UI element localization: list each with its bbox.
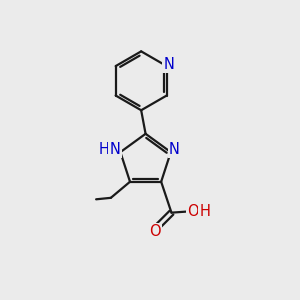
Text: H: H [109,142,119,157]
Text: O: O [149,224,161,239]
Text: N: N [164,57,175,72]
Text: O: O [187,204,199,219]
Text: N: N [103,142,114,157]
Text: N: N [169,142,180,157]
Text: H: H [99,142,110,157]
Text: N: N [110,142,121,157]
Text: H: H [199,204,210,219]
